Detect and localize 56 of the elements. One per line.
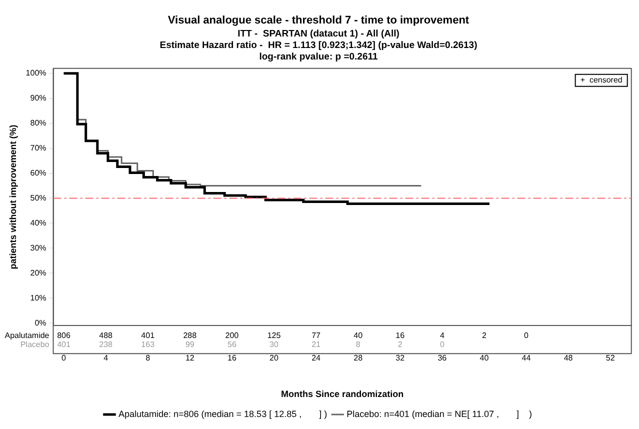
text: 488 [99, 330, 112, 340]
x-tick-label: 44 [522, 354, 532, 363]
y-tick-label: 30% [30, 243, 46, 252]
text: 288 [183, 330, 197, 340]
x-tick-label: 24 [312, 354, 322, 363]
y-tick-label: 20% [30, 268, 46, 278]
y-axis-title: patients without improvement (%) [8, 124, 18, 270]
x-tick-label: 0 [62, 354, 67, 363]
chart-subtitle: ITT - SPARTAN (datacut 1) - All (All) Estimate Hazard ratio - HR = 1.113 [0.923;1.342] (p-value Wald=0.2613) log-rank pvalue: p =0.2611 [160, 28, 478, 62]
text: 200 [225, 330, 239, 340]
x-tick-label: 16 [227, 354, 237, 363]
text: 125 [267, 330, 281, 340]
x-tick-label: 4 [104, 354, 109, 363]
x-tick-label: 52 [606, 354, 616, 363]
text: 40 [354, 330, 363, 340]
x-tick-label: 20 [270, 354, 279, 363]
text: 77 [312, 330, 320, 340]
y-tick-label: 70% [30, 144, 46, 153]
text: 16 [396, 330, 405, 340]
text: 806 [57, 330, 70, 340]
x-tick-label: 32 [396, 354, 406, 363]
text: 8 [356, 340, 360, 349]
text: 56 [227, 340, 236, 349]
text: 0 [524, 330, 528, 340]
annotation: + censored [580, 76, 622, 85]
x-tick-label: 36 [438, 354, 448, 363]
y-tick-label: 60% [30, 168, 46, 178]
text: Apalutamide [4, 330, 50, 340]
y-tick-label: 40% [30, 218, 46, 228]
y-tick-label: 50% [30, 193, 46, 202]
text: 30 [270, 340, 278, 349]
text: 2 [398, 340, 402, 349]
text: 163 [141, 340, 155, 349]
x-tick-label: 8 [146, 354, 151, 363]
text: 401 [57, 340, 70, 349]
text: 4 [440, 330, 444, 340]
x-tick-label: 40 [480, 354, 490, 363]
y-tick-label: 10% [30, 293, 46, 302]
legend-label: Placebo: n=401 (median = NE[ 11.07 , ] ) [346, 408, 532, 419]
x-tick-label: 28 [354, 354, 364, 363]
text: 401 [141, 330, 155, 340]
x-axis-title: Months Since randomization [281, 389, 404, 400]
y-tick-label: 90% [30, 94, 46, 103]
x-tick-label: 48 [564, 354, 574, 363]
text: 21 [312, 340, 320, 349]
x-tick-label: 12 [185, 354, 195, 363]
legend-label: Apalutamide: n=806 (median = 18.53 [ 12.85 , ] ) [118, 408, 328, 419]
y-tick-label: 100% [26, 68, 46, 78]
text: 0 [440, 340, 444, 349]
text: 99 [185, 340, 194, 349]
text: 2 [482, 330, 486, 340]
y-tick-label: 80% [30, 118, 46, 128]
chart-title: Visual analogue scale - threshold 7 - time to improvement [168, 14, 470, 27]
text: 238 [99, 340, 112, 349]
text: Placebo [20, 340, 50, 349]
y-tick-label: 0% [34, 318, 46, 328]
